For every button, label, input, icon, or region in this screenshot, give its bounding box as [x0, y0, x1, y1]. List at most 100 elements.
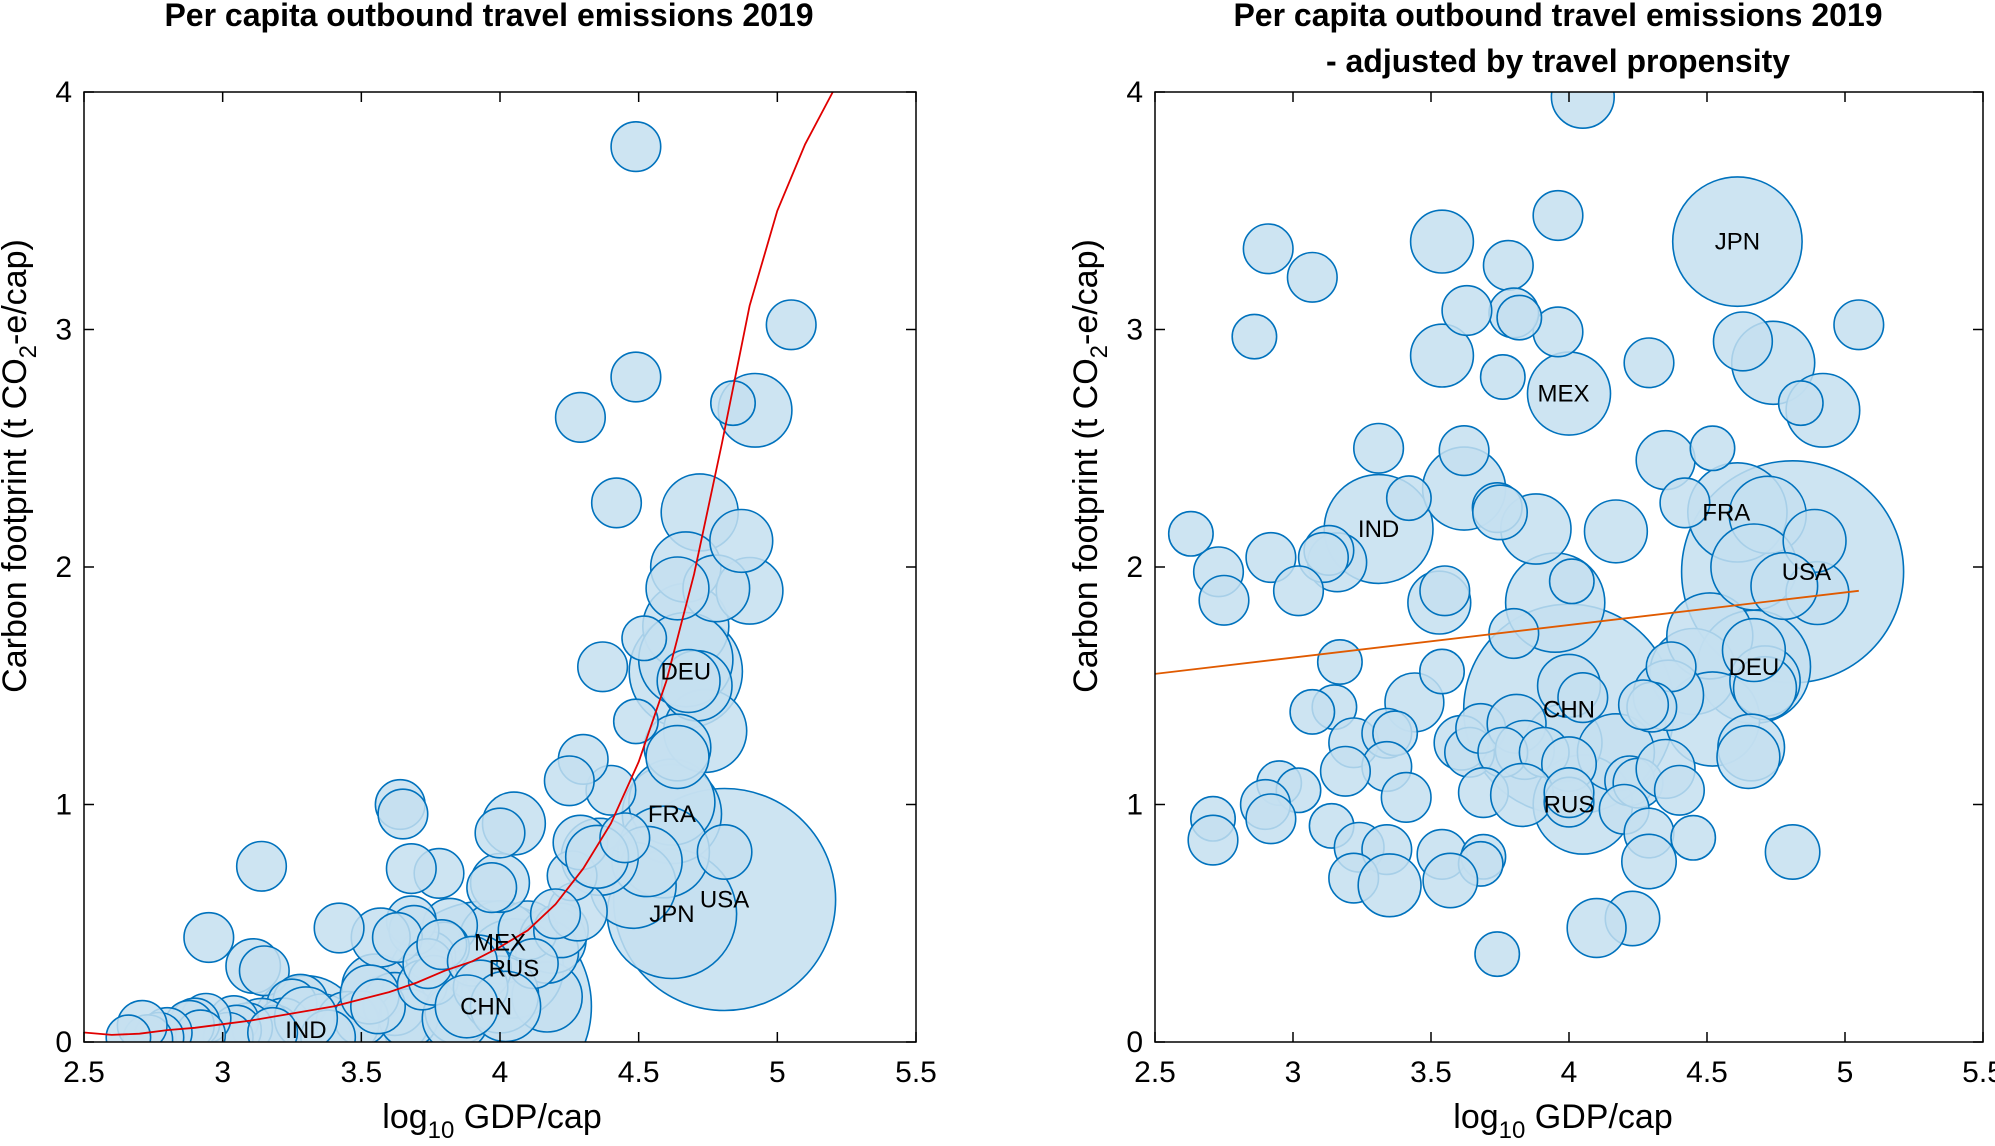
right-x-tick-label: 5.5 — [1962, 1056, 1995, 1089]
right-bubble-point — [1543, 766, 1595, 819]
svg-text:Carbon footprint (t CO2-e/cap): Carbon footprint (t CO2-e/cap) — [0, 239, 42, 693]
left-bubble-point — [377, 788, 429, 840]
right-country-label-jpn: JPN — [1715, 229, 1760, 256]
left-bubble-point — [529, 888, 582, 940]
left-xlabel-main: log — [382, 1098, 427, 1136]
right-chart-title: Per capita outbound travel emissions 201… — [1233, 0, 1882, 33]
left-y-tick-label: 0 — [55, 1026, 72, 1059]
right-y-tick-label: 3 — [1126, 314, 1143, 347]
left-bubble-point — [105, 1014, 152, 1042]
right-y-tick-label: 2 — [1126, 551, 1143, 584]
right-bubble-point — [1750, 551, 1819, 621]
left-bubble-point — [554, 391, 607, 444]
right-ylabel-post: -e/cap) — [1067, 239, 1105, 345]
left-y-tick-label: 3 — [55, 314, 72, 347]
right-bubble-point — [1198, 574, 1250, 626]
left-bubble-point — [238, 945, 290, 997]
left-bubble-point — [543, 755, 595, 807]
left-x-axis-label: log10 GDP/cap — [382, 1098, 601, 1144]
left-x-tick-label: 3 — [214, 1056, 231, 1089]
left-country-label-chn: CHN — [460, 993, 512, 1020]
left-y-tick-label: 1 — [55, 789, 72, 822]
right-bubble-point — [1566, 897, 1627, 959]
right-bubble-point — [1712, 311, 1774, 372]
left-chart-panel: Per capita outbound travel emissions 201… — [0, 0, 937, 1144]
right-bubble-point — [1242, 223, 1294, 275]
right-bubble-point — [1231, 313, 1278, 360]
right-y-tick-label: 1 — [1126, 789, 1143, 822]
right-bubble-point — [1438, 425, 1490, 477]
left-bubble-point — [235, 840, 288, 892]
right-country-label-ind: IND — [1358, 516, 1399, 543]
right-y-tick-label: 4 — [1126, 76, 1143, 109]
right-bubble-point — [1689, 425, 1736, 472]
right-bubble-point — [1245, 531, 1297, 584]
right-x-tick-label: 3 — [1285, 1056, 1302, 1089]
right-x-tick-label: 2.5 — [1134, 1056, 1176, 1089]
right-bubble-point — [1777, 380, 1824, 427]
right-bubble-point — [1557, 671, 1609, 724]
right-bubble-point — [1472, 484, 1529, 541]
left-xlabel-sub: 10 — [428, 1117, 455, 1144]
right-country-label-usa: USA — [1782, 559, 1831, 586]
left-bubble-point — [474, 807, 526, 859]
right-bubble-point — [1833, 299, 1885, 351]
right-bubble-point — [1482, 239, 1534, 291]
left-country-label-jpn: JPN — [649, 901, 694, 928]
right-bubble-point — [1583, 499, 1649, 564]
svg-text:log10 GDP/cap: log10 GDP/cap — [382, 1098, 601, 1144]
right-bubble-point — [1621, 833, 1678, 890]
left-bubble-point — [621, 615, 668, 662]
right-country-label-fra: FRA — [1702, 499, 1750, 526]
left-ylabel-post: -e/cap) — [0, 239, 34, 345]
left-country-label-deu: DEU — [660, 659, 711, 686]
right-country-label-deu: DEU — [1729, 654, 1780, 681]
left-bubble-point — [645, 556, 710, 621]
left-chart-title: Per capita outbound travel emissions 201… — [164, 0, 813, 33]
left-bubble-point — [313, 902, 365, 954]
right-x-tick-label: 3.5 — [1410, 1056, 1452, 1089]
right-bubble-point — [1419, 648, 1466, 695]
left-country-label-usa: USA — [700, 887, 749, 914]
left-bubble-point — [247, 1006, 299, 1042]
left-country-label-mex: MEX — [474, 929, 526, 956]
right-bubble-point — [1496, 294, 1543, 341]
right-bubble-point — [1479, 353, 1526, 400]
right-bubble-point — [1422, 852, 1479, 909]
right-bubble-point — [1623, 337, 1675, 389]
right-bubbles — [1167, 92, 1905, 978]
left-bubble-point — [765, 299, 817, 351]
right-ylabel-sub: 2 — [1086, 345, 1113, 358]
right-x-tick-label: 5 — [1837, 1056, 1854, 1089]
right-bubble-point — [1764, 823, 1821, 880]
right-country-label-mex: MEX — [1537, 381, 1589, 408]
right-fit-line — [1155, 589, 1859, 675]
right-bubble-point — [1319, 745, 1371, 797]
left-bubble-point — [576, 641, 629, 693]
right-bubble-point — [1653, 764, 1705, 816]
right-chart-subtitle: - adjusted by travel propensity — [1326, 43, 1790, 79]
left-bubble-point — [599, 812, 651, 864]
right-bubble-point — [1167, 510, 1214, 557]
right-bubble-point — [1352, 422, 1405, 474]
left-fit-line — [84, 92, 834, 1036]
right-bubble-point — [1187, 814, 1239, 866]
right-bubble-point — [1716, 724, 1781, 790]
right-bubble-point — [1441, 284, 1493, 337]
left-ylabel-pre: Carbon footprint (t CO — [0, 358, 34, 692]
left-xlabel-rest: GDP/cap — [454, 1098, 601, 1136]
right-bubble-point — [1474, 931, 1521, 978]
right-chart-panel: Per capita outbound travel emissions 201… — [1067, 0, 1995, 1144]
right-ylabel-pre: Carbon footprint (t CO — [1067, 358, 1105, 692]
left-y-axis-label: Carbon footprint (t CO2-e/cap) — [0, 239, 42, 693]
left-bubble-point — [610, 121, 662, 173]
right-bubble-point — [1532, 189, 1584, 242]
left-bubble-point — [385, 842, 437, 895]
svg-text:log10 GDP/cap: log10 GDP/cap — [1453, 1098, 1672, 1144]
right-country-label-chn: CHN — [1543, 697, 1595, 724]
left-bubble-point — [610, 351, 662, 403]
right-y-axis-label: Carbon footprint (t CO2-e/cap) — [1067, 239, 1113, 693]
right-bubble-point — [1272, 565, 1325, 617]
right-xlabel-sub: 10 — [1499, 1117, 1526, 1144]
right-bubble-point — [1357, 853, 1422, 918]
